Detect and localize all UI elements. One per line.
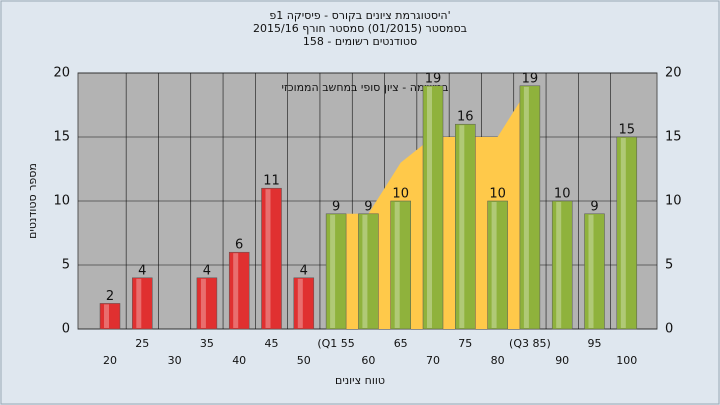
bar-highlight: [297, 278, 303, 328]
value-label: 9: [364, 199, 372, 214]
value-label: 19: [522, 71, 539, 86]
bar-highlight: [427, 86, 432, 328]
x-tick-label: 95: [588, 337, 602, 350]
bar-highlight: [620, 138, 626, 328]
x-tick-label: 50: [297, 354, 311, 367]
value-label: 6: [235, 238, 243, 253]
value-label: 11: [263, 174, 280, 189]
value-label: 10: [392, 187, 409, 202]
y2-tick-label: 10: [665, 194, 682, 209]
bar: [99, 303, 121, 330]
bar-highlight: [556, 202, 562, 328]
bar: [293, 277, 315, 330]
bar: [228, 251, 250, 330]
bar-highlight: [233, 253, 239, 328]
y-tick-label: 10: [53, 194, 70, 209]
x-tick-label: 25: [135, 337, 149, 350]
bar-highlight: [394, 202, 400, 328]
bar: [584, 213, 605, 330]
x-axis-label: טווח ציונים: [335, 374, 385, 387]
value-label: 9: [332, 199, 340, 214]
y-tick-label: 15: [53, 130, 70, 145]
value-label: 9: [590, 199, 598, 214]
value-label: 16: [457, 110, 474, 125]
bar-highlight: [265, 189, 271, 328]
bar-highlight: [104, 304, 109, 328]
value-label: 10: [554, 187, 571, 202]
chart-subtitle: סטודנטים רשומים - 158: [303, 35, 417, 48]
bar: [196, 277, 218, 330]
chart-subtitle: בסמסטר (01/2015) סמסטר חורף 2015/16: [253, 22, 467, 35]
x-tick-label: 70: [426, 354, 440, 367]
bar-highlight: [136, 278, 142, 328]
y2-tick-label: 20: [665, 66, 682, 81]
value-label: 4: [203, 263, 211, 278]
bar: [132, 277, 153, 330]
bar-highlight: [200, 278, 206, 328]
bar-highlight: [362, 214, 368, 328]
x-tick-label: (Q3 85): [509, 337, 551, 350]
bar-highlight: [491, 202, 497, 328]
value-label: 19: [425, 71, 442, 86]
value-label: 10: [489, 187, 506, 202]
y-tick-label: 5: [62, 258, 70, 273]
x-tick-label: 90: [555, 354, 569, 367]
value-label: 15: [619, 123, 636, 138]
value-label: 4: [300, 263, 308, 278]
chart-title: 'היסטוגרמת ציונים בקורס - פיסיקה 1פ: [269, 9, 450, 22]
bar: [551, 200, 573, 330]
x-tick-label: 65: [394, 337, 408, 350]
y-tick-label: 20: [53, 66, 70, 81]
bar: [616, 136, 638, 330]
y2-tick-label: 0: [665, 322, 673, 337]
value-label: 2: [106, 289, 114, 304]
x-tick-label: 20: [103, 354, 117, 367]
y-tick-label: 0: [62, 322, 70, 337]
bar: [390, 200, 411, 330]
bar: [325, 213, 347, 330]
value-label: 4: [138, 263, 146, 278]
x-tick-label: 60: [361, 354, 375, 367]
x-tick-label: 75: [458, 337, 472, 350]
bar: [487, 200, 508, 330]
x-tick-label: 100: [616, 354, 637, 367]
x-tick-label: 45: [265, 337, 279, 350]
x-tick-label: 30: [168, 354, 182, 367]
y2-tick-label: 15: [665, 130, 682, 145]
x-tick-label: 40: [232, 354, 246, 367]
bar: [455, 123, 476, 330]
x-tick-label: 80: [491, 354, 505, 367]
bar: [358, 213, 379, 330]
bar: [261, 187, 282, 330]
y-axis-label: מספר סטודנטים: [26, 163, 39, 239]
annotation: במשימה - ציון סופי במחשב הממוכזי: [281, 81, 448, 94]
y2-tick-label: 5: [665, 258, 673, 273]
bar-highlight: [588, 214, 594, 328]
bar-highlight: [330, 214, 336, 328]
x-tick-label: 35: [200, 337, 214, 350]
bar-highlight: [523, 86, 529, 328]
bar: [519, 85, 541, 330]
bar-highlight: [459, 125, 465, 328]
bar: [422, 85, 444, 330]
x-tick-label: (Q1 55: [317, 337, 354, 350]
